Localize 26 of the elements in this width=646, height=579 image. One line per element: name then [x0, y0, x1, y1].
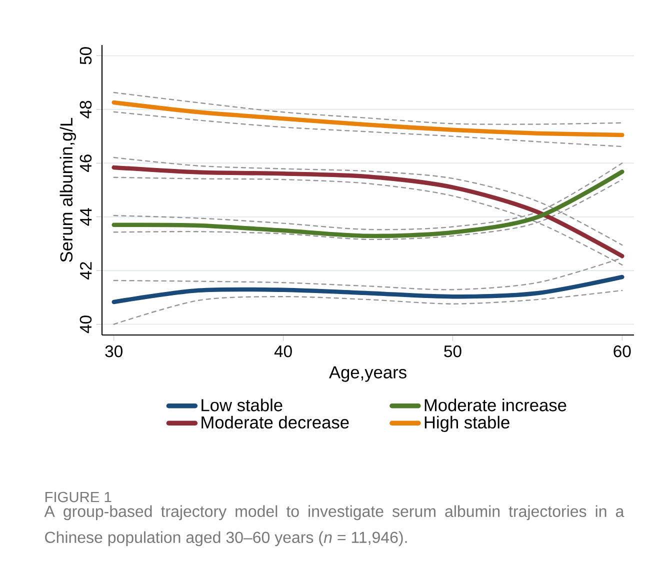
y-tick-label: 46 — [80, 154, 92, 172]
line-series — [113, 156, 623, 246]
y-tick-label: 48 — [80, 100, 92, 118]
line-series — [113, 92, 623, 125]
line-series — [112, 100, 624, 138]
y-tick-label: 40 — [80, 316, 92, 334]
y-tick-label: 44 — [80, 208, 92, 226]
caption: FIGURE 1 — [45, 492, 112, 502]
y-axis-title: Serum albumin,g/L — [60, 118, 76, 262]
x-axis-title: Age,years — [329, 366, 406, 382]
legend-label: Low stable — [202, 398, 282, 412]
x-tick-label: 30 — [105, 345, 122, 358]
line-series — [112, 165, 624, 258]
x-tick-label: 40 — [274, 345, 292, 358]
x-tick-label: 50 — [444, 345, 462, 358]
text: A group-based trajectory model to investigate serum albumin trajectories in a Chinese population aged 30–60 years (n = 11,946). — [44, 505, 624, 546]
legend-label: Moderate decrease — [202, 416, 349, 429]
legend-label: High stable — [424, 416, 510, 432]
line-series — [113, 111, 623, 148]
line-series — [112, 274, 624, 304]
legend-label: Moderate increase — [424, 398, 566, 412]
y-tick-label: 42 — [80, 262, 92, 280]
line-series — [113, 290, 623, 325]
line-series — [112, 170, 624, 238]
x-tick-label: 60 — [614, 345, 631, 358]
y-tick-label: 50 — [80, 47, 92, 64]
